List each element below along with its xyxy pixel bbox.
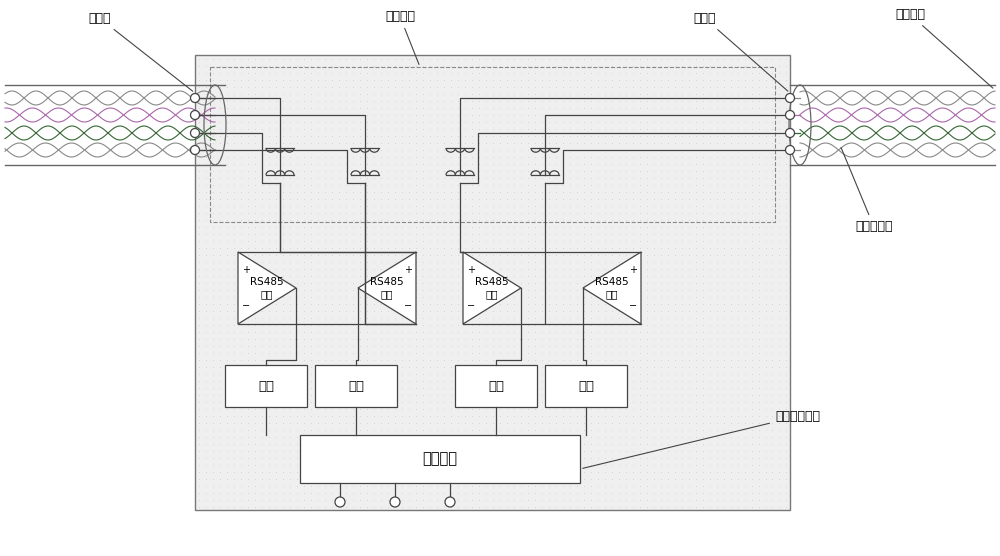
Text: 连接其他模块: 连接其他模块 xyxy=(583,410,820,468)
Text: 右端口: 右端口 xyxy=(694,12,788,91)
Polygon shape xyxy=(358,252,416,324)
Text: −: − xyxy=(242,301,250,311)
Text: RS485
发送: RS485 发送 xyxy=(250,277,284,299)
Text: +: + xyxy=(242,265,250,275)
Circle shape xyxy=(191,128,200,137)
Circle shape xyxy=(191,111,200,120)
Text: 编码: 编码 xyxy=(258,380,274,393)
Circle shape xyxy=(335,497,345,507)
Circle shape xyxy=(785,146,794,155)
Text: 端口隔离: 端口隔离 xyxy=(385,10,419,64)
Circle shape xyxy=(785,111,794,120)
Bar xyxy=(210,67,775,222)
Circle shape xyxy=(390,497,400,507)
Text: RS485
接收: RS485 接收 xyxy=(370,277,404,299)
Circle shape xyxy=(785,93,794,102)
Polygon shape xyxy=(583,252,641,324)
Text: 通信线缆: 通信线缆 xyxy=(895,8,993,88)
Bar xyxy=(545,365,627,407)
Text: 解码: 解码 xyxy=(578,380,594,393)
Circle shape xyxy=(191,146,200,155)
Polygon shape xyxy=(238,252,296,324)
Bar xyxy=(195,55,790,510)
Polygon shape xyxy=(463,252,521,324)
Circle shape xyxy=(445,497,455,507)
Text: 编码: 编码 xyxy=(488,380,504,393)
Bar xyxy=(300,435,580,483)
Circle shape xyxy=(191,93,200,102)
Circle shape xyxy=(785,128,794,137)
Text: +: + xyxy=(467,265,475,275)
Text: −: − xyxy=(467,301,475,311)
Text: +: + xyxy=(404,265,412,275)
Text: RS485
发送: RS485 发送 xyxy=(475,277,509,299)
Text: RS485
接收: RS485 接收 xyxy=(595,277,629,299)
Text: 左端口: 左端口 xyxy=(89,12,193,91)
Bar xyxy=(225,365,307,407)
Text: −: − xyxy=(404,301,412,311)
Text: −: − xyxy=(629,301,637,311)
Text: 差分传输线: 差分传输线 xyxy=(841,147,892,233)
Text: 存储转发: 存储转发 xyxy=(422,451,458,466)
Bar xyxy=(455,365,537,407)
Text: +: + xyxy=(629,265,637,275)
Text: 解码: 解码 xyxy=(348,380,364,393)
Bar xyxy=(315,365,397,407)
